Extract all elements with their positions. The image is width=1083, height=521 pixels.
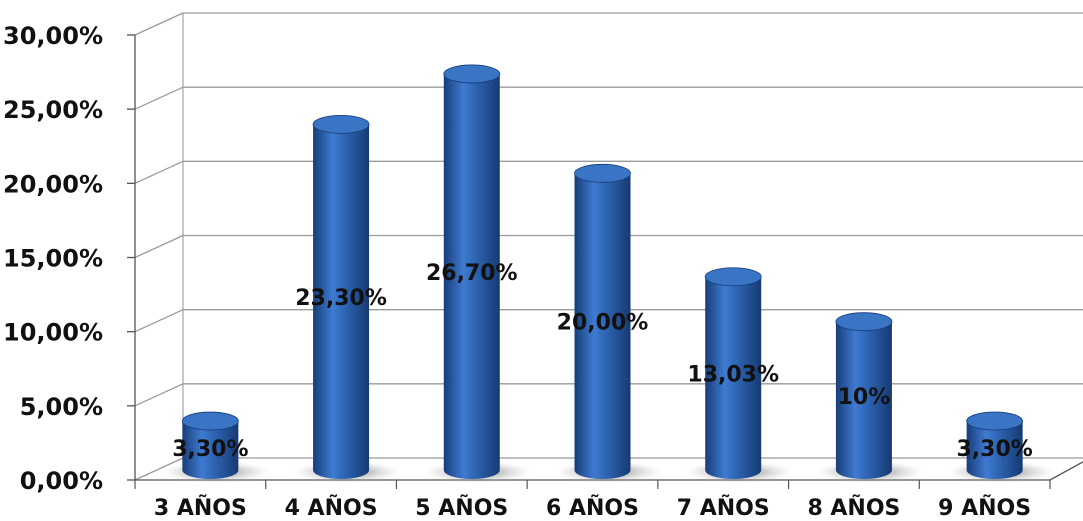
- x-tick-label: 5 AÑOS: [415, 495, 508, 521]
- bars-layer: [163, 64, 1054, 483]
- gridline-diagonal: [134, 457, 184, 481]
- bar-top: [835, 312, 893, 332]
- x-tick-label: 7 AÑOS: [677, 495, 770, 521]
- floor-edge: [1049, 461, 1083, 481]
- bar: [966, 421, 1023, 479]
- y-tick-label: 15,00%: [3, 245, 103, 273]
- y-tick-label: 5,00%: [20, 393, 103, 421]
- labels-layer: 0,00% 5,00% 10,00% 15,00% 20,00% 25,00% 30,00%…: [3, 22, 1033, 521]
- x-tick-label: 3 AÑOS: [154, 495, 247, 521]
- data-label: 20,00%: [557, 311, 649, 336]
- gridline-diagonal: [134, 86, 184, 110]
- gridline-diagonal: [134, 383, 184, 407]
- bar: [574, 173, 631, 480]
- gridline-diagonal: [134, 12, 184, 36]
- data-label: 10%: [838, 385, 891, 410]
- bar: [835, 321, 892, 479]
- bar: [313, 124, 370, 479]
- gridline-diagonal: [134, 234, 184, 259]
- bar-top: [574, 163, 631, 183]
- data-label: 3,30%: [172, 437, 248, 462]
- bar: [443, 73, 500, 479]
- bar-top: [704, 267, 762, 287]
- bar: [182, 421, 239, 479]
- gridline-diagonal: [134, 160, 184, 184]
- gridline-diagonal: [134, 309, 184, 333]
- bar: [705, 276, 762, 479]
- data-label: 23,30%: [295, 286, 387, 311]
- bar-top: [312, 114, 370, 134]
- data-label: 3,30%: [956, 437, 1032, 462]
- y-tick-label: 30,00%: [3, 22, 103, 50]
- y-tick-label: 0,00%: [20, 467, 103, 495]
- bar-top: [966, 411, 1024, 431]
- x-tick-label: 8 AÑOS: [807, 495, 900, 521]
- bar-top: [443, 64, 501, 84]
- x-tick-label: 9 AÑOS: [938, 495, 1031, 521]
- x-tick-label: 6 AÑOS: [546, 495, 639, 521]
- data-label: 26,70%: [426, 261, 518, 286]
- y-tick-label: 25,00%: [3, 96, 103, 124]
- data-label: 13,03%: [687, 362, 779, 387]
- y-tick-label: 20,00%: [3, 170, 103, 198]
- bar-top: [181, 411, 239, 431]
- y-tick-label: 10,00%: [3, 319, 103, 347]
- x-tick-label: 4 AÑOS: [285, 495, 378, 521]
